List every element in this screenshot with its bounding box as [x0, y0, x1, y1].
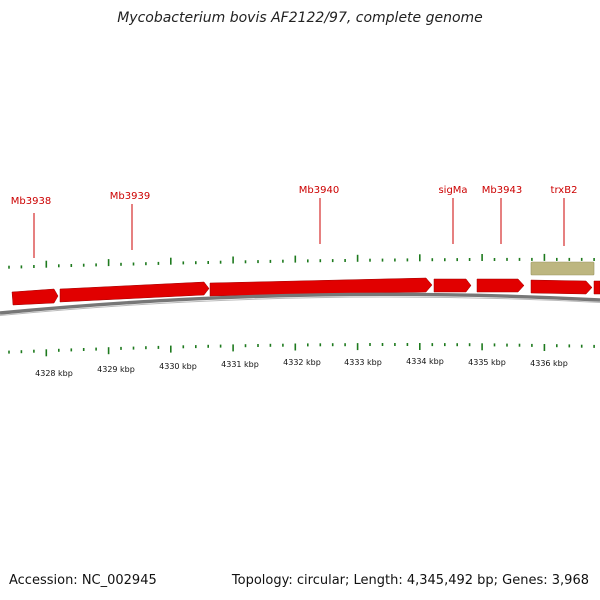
genome-summary-text: Topology: circular; Length: 4,345,492 bp…: [231, 573, 589, 588]
scale-label: 4330 kbp: [159, 362, 197, 371]
lower-tick-row: [8, 343, 595, 357]
feature-block[interactable]: [530, 261, 595, 276]
gene-label-mb3938[interactable]: Mb3938: [11, 196, 51, 207]
gene-label-sigma[interactable]: sigMa: [438, 185, 467, 196]
gene-label-trxb2[interactable]: trxB2: [551, 185, 578, 196]
scale-label: 4334 kbp: [406, 357, 444, 366]
gene-arrow-sigma[interactable]: [433, 278, 472, 293]
upper-tick-row: [8, 253, 595, 269]
gene-arrow-trxb2[interactable]: [530, 279, 593, 295]
backbone-shadow: [0, 296, 600, 316]
scale-label: 4333 kbp: [344, 358, 382, 367]
gene-label-mb3943[interactable]: Mb3943: [482, 185, 522, 196]
accession-text: Accession: NC_002945: [9, 573, 157, 588]
scale-label: 4329 kbp: [97, 365, 135, 374]
scale-label: 4336 kbp: [530, 359, 568, 368]
scale-label: 4335 kbp: [468, 358, 506, 367]
gene-arrow-mb3939[interactable]: [59, 281, 210, 303]
map-title: Mycobacterium bovis AF2122/97, complete …: [117, 10, 483, 26]
gene-label-mb3940[interactable]: Mb3940: [299, 185, 339, 196]
scale-label: 4332 kbp: [283, 358, 321, 367]
gene-arrow-partial[interactable]: [593, 280, 600, 295]
gene-arrow-mb3943[interactable]: [476, 278, 525, 293]
scale-label: 4331 kbp: [221, 360, 259, 369]
gene-arrows: [11, 277, 600, 306]
gene-label-mb3939[interactable]: Mb3939: [110, 191, 150, 202]
gene-arrow-mb3938[interactable]: [11, 288, 59, 306]
genome-backbone: [0, 292, 600, 315]
scale-label: 4328 kbp: [35, 369, 73, 378]
gene-arrow-mb3940[interactable]: [209, 277, 433, 297]
label-leader-lines: [33, 198, 565, 258]
